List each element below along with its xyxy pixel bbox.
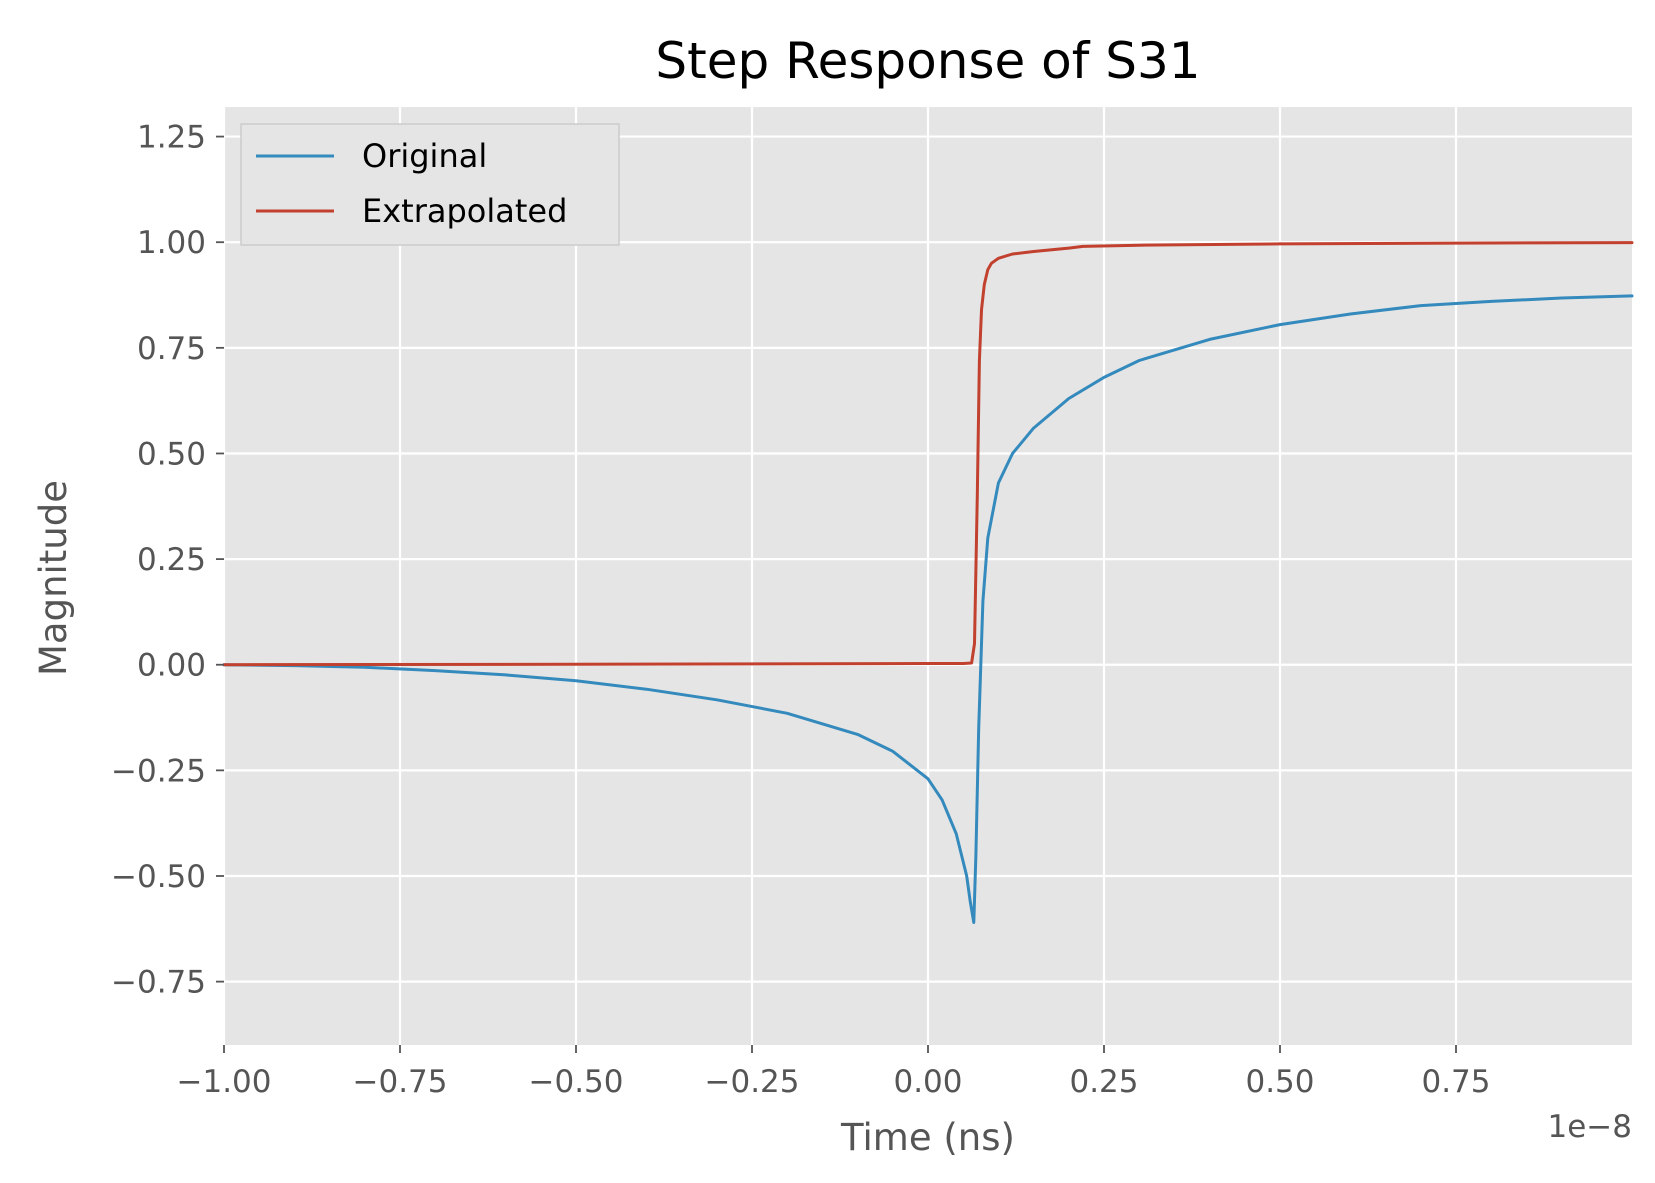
y-tick-label: −0.25 xyxy=(111,753,206,789)
x-tick-label: −0.50 xyxy=(529,1064,624,1100)
legend-label-extrapolated: Extrapolated xyxy=(362,192,567,230)
x-tick-label: 0.00 xyxy=(893,1064,962,1100)
x-axis-label: Time (ns) xyxy=(840,1116,1015,1159)
y-axis-ticks: −0.75 −0.50 −0.25 0.00 0.25 0.50 0.75 1.00 1.25 xyxy=(111,120,224,1001)
series-line-extrapolated xyxy=(222,241,1634,667)
x-axis-offset-text: 1e−8 xyxy=(1548,1109,1633,1145)
x-tick-label: −0.25 xyxy=(705,1064,800,1100)
legend: Original Extrapolated xyxy=(240,123,620,246)
legend-label-original: Original xyxy=(362,137,487,175)
y-tick-label: −0.50 xyxy=(111,859,206,895)
y-tick-label: 0.50 xyxy=(137,436,206,472)
x-tick-label: 0.50 xyxy=(1245,1064,1314,1100)
series-line-original xyxy=(222,294,1634,924)
y-tick-label: 0.75 xyxy=(137,331,206,367)
grid xyxy=(222,107,1632,1045)
y-tick-label: −0.75 xyxy=(111,965,206,1001)
x-tick-label: −0.75 xyxy=(353,1064,448,1100)
series-layer xyxy=(222,241,1634,924)
y-tick-label: 1.25 xyxy=(137,120,206,156)
x-tick-label: 0.25 xyxy=(1069,1064,1138,1100)
chart-title: Step Response of S31 xyxy=(655,32,1200,90)
y-axis-label: Magnitude xyxy=(32,480,75,676)
y-tick-label: 1.00 xyxy=(137,225,206,261)
y-tick-label: 0.25 xyxy=(137,542,206,578)
x-tick-label: −1.00 xyxy=(177,1064,272,1100)
x-axis-ticks: −1.00 −0.75 −0.50 −0.25 0.00 0.25 0.50 0.75 xyxy=(177,1045,1491,1100)
y-tick-label: 0.00 xyxy=(137,648,206,684)
legend-box xyxy=(240,123,620,246)
x-tick-label: 0.75 xyxy=(1421,1064,1490,1100)
